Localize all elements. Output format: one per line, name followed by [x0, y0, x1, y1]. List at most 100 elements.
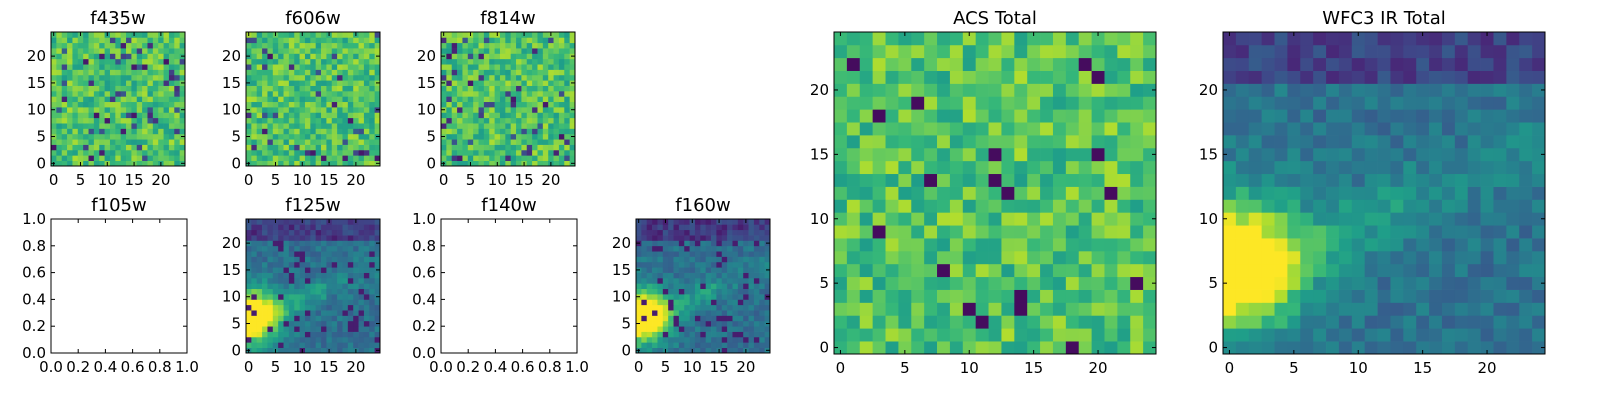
heatmap-cell: [1519, 263, 1533, 278]
heatmap-cell: [1078, 70, 1092, 84]
heatmap-cell: [478, 85, 485, 92]
heatmap-cell: [673, 251, 680, 257]
heatmap-cell: [1248, 96, 1262, 110]
heatmap-cell: [1480, 199, 1494, 213]
heatmap-cell: [1313, 32, 1327, 46]
heatmap-cell: [131, 85, 138, 92]
heatmap-cell: [288, 139, 295, 145]
heatmap-cell: [1078, 238, 1092, 252]
heatmap-cell: [77, 74, 84, 81]
heatmap-cell: [1364, 250, 1378, 265]
heatmap-cell: [88, 37, 95, 44]
heatmap-cell: [358, 101, 365, 108]
heatmap-cell: [537, 107, 544, 113]
heatmap-cell: [872, 315, 886, 329]
heatmap-cell: [662, 283, 669, 290]
heatmap-cell: [163, 128, 170, 135]
heatmap-cell: [743, 320, 749, 327]
heatmap-cell: [1377, 276, 1391, 290]
x-tick-label: 20: [541, 171, 560, 189]
heatmap-cell: [548, 53, 554, 60]
heatmap-cell: [949, 57, 964, 71]
heatmap-cell: [451, 69, 458, 76]
heatmap-cell: [1351, 328, 1366, 342]
heatmap-cell: [342, 32, 349, 38]
heatmap-cell: [262, 235, 268, 241]
heatmap-cell: [510, 42, 517, 49]
heatmap-cell: [262, 294, 268, 300]
heatmap-cell: [564, 64, 570, 70]
heatmap-cell: [1506, 199, 1520, 213]
heatmap-cell: [331, 128, 338, 135]
heatmap-cell: [924, 147, 938, 162]
heatmap-cell: [678, 294, 685, 300]
heatmap-cell: [505, 107, 512, 113]
heatmap-cell: [441, 74, 447, 81]
heatmap-cell: [569, 155, 576, 161]
heatmap-cell: [564, 58, 570, 65]
heatmap-cell: [1519, 225, 1533, 239]
heatmap-cell: [267, 139, 274, 145]
heatmap-cell: [694, 256, 701, 263]
heatmap-cell: [483, 58, 490, 65]
heatmap-cell: [168, 133, 175, 140]
heatmap-cell: [369, 235, 375, 241]
heatmap-cell: [652, 261, 658, 268]
heatmap-cell: [251, 96, 258, 103]
heatmap-cell: [363, 219, 370, 225]
heatmap-cell: [483, 149, 490, 156]
heatmap-cell: [711, 294, 717, 300]
y-tick-label: 0.6: [22, 264, 46, 282]
heatmap-cell: [764, 283, 771, 290]
heatmap-cell: [949, 147, 964, 162]
heatmap-cell: [115, 160, 122, 167]
heatmap-cell: [711, 342, 717, 348]
heatmap-cell: [759, 272, 765, 279]
heatmap-cell: [1454, 122, 1469, 136]
heatmap-cell: [283, 133, 290, 140]
heatmap-cell: [911, 225, 925, 239]
heatmap-cell: [1001, 238, 1015, 252]
heatmap-cell: [246, 251, 252, 257]
heatmap-cell: [1235, 70, 1250, 84]
heatmap-cell: [1338, 263, 1353, 278]
heatmap-cell: [668, 267, 674, 273]
heatmap-cell: [61, 64, 68, 70]
heatmap-cell: [131, 64, 138, 70]
heatmap-cell: [558, 144, 565, 151]
heatmap-cell: [1274, 160, 1288, 175]
heatmap-cell: [569, 149, 576, 156]
heatmap-cell: [262, 310, 268, 316]
heatmap-cell: [526, 85, 533, 92]
heatmap-cell: [1040, 160, 1054, 175]
heatmap-cell: [510, 90, 517, 97]
heatmap-cell: [694, 235, 701, 241]
heatmap-cell: [558, 112, 565, 119]
heatmap-cell: [272, 245, 279, 252]
heatmap-cell: [51, 85, 57, 92]
heatmap-cell: [489, 107, 495, 113]
heatmap-cell: [526, 112, 533, 119]
heatmap-cell: [473, 74, 479, 81]
heatmap-cell: [342, 294, 349, 300]
heatmap-cell: [321, 32, 327, 38]
heatmap-cell: [374, 42, 381, 49]
heatmap-cell: [109, 139, 116, 145]
heatmap-cell: [564, 144, 570, 151]
heatmap-cell: [304, 48, 311, 54]
heatmap-cell: [374, 224, 381, 231]
heatmap-cell: [342, 219, 349, 225]
heatmap-cell: [1532, 44, 1546, 59]
heatmap-cell: [1248, 302, 1262, 316]
heatmap-cell: [246, 69, 252, 76]
heatmap-cell: [975, 109, 989, 123]
heatmap-cell: [859, 315, 873, 329]
heatmap-cell: [1313, 44, 1327, 59]
heatmap-cell: [537, 96, 544, 103]
heatmap-cell: [246, 96, 252, 103]
heatmap-cell: [283, 315, 290, 322]
heatmap-cell: [1390, 70, 1404, 84]
heatmap-cell: [678, 288, 685, 295]
